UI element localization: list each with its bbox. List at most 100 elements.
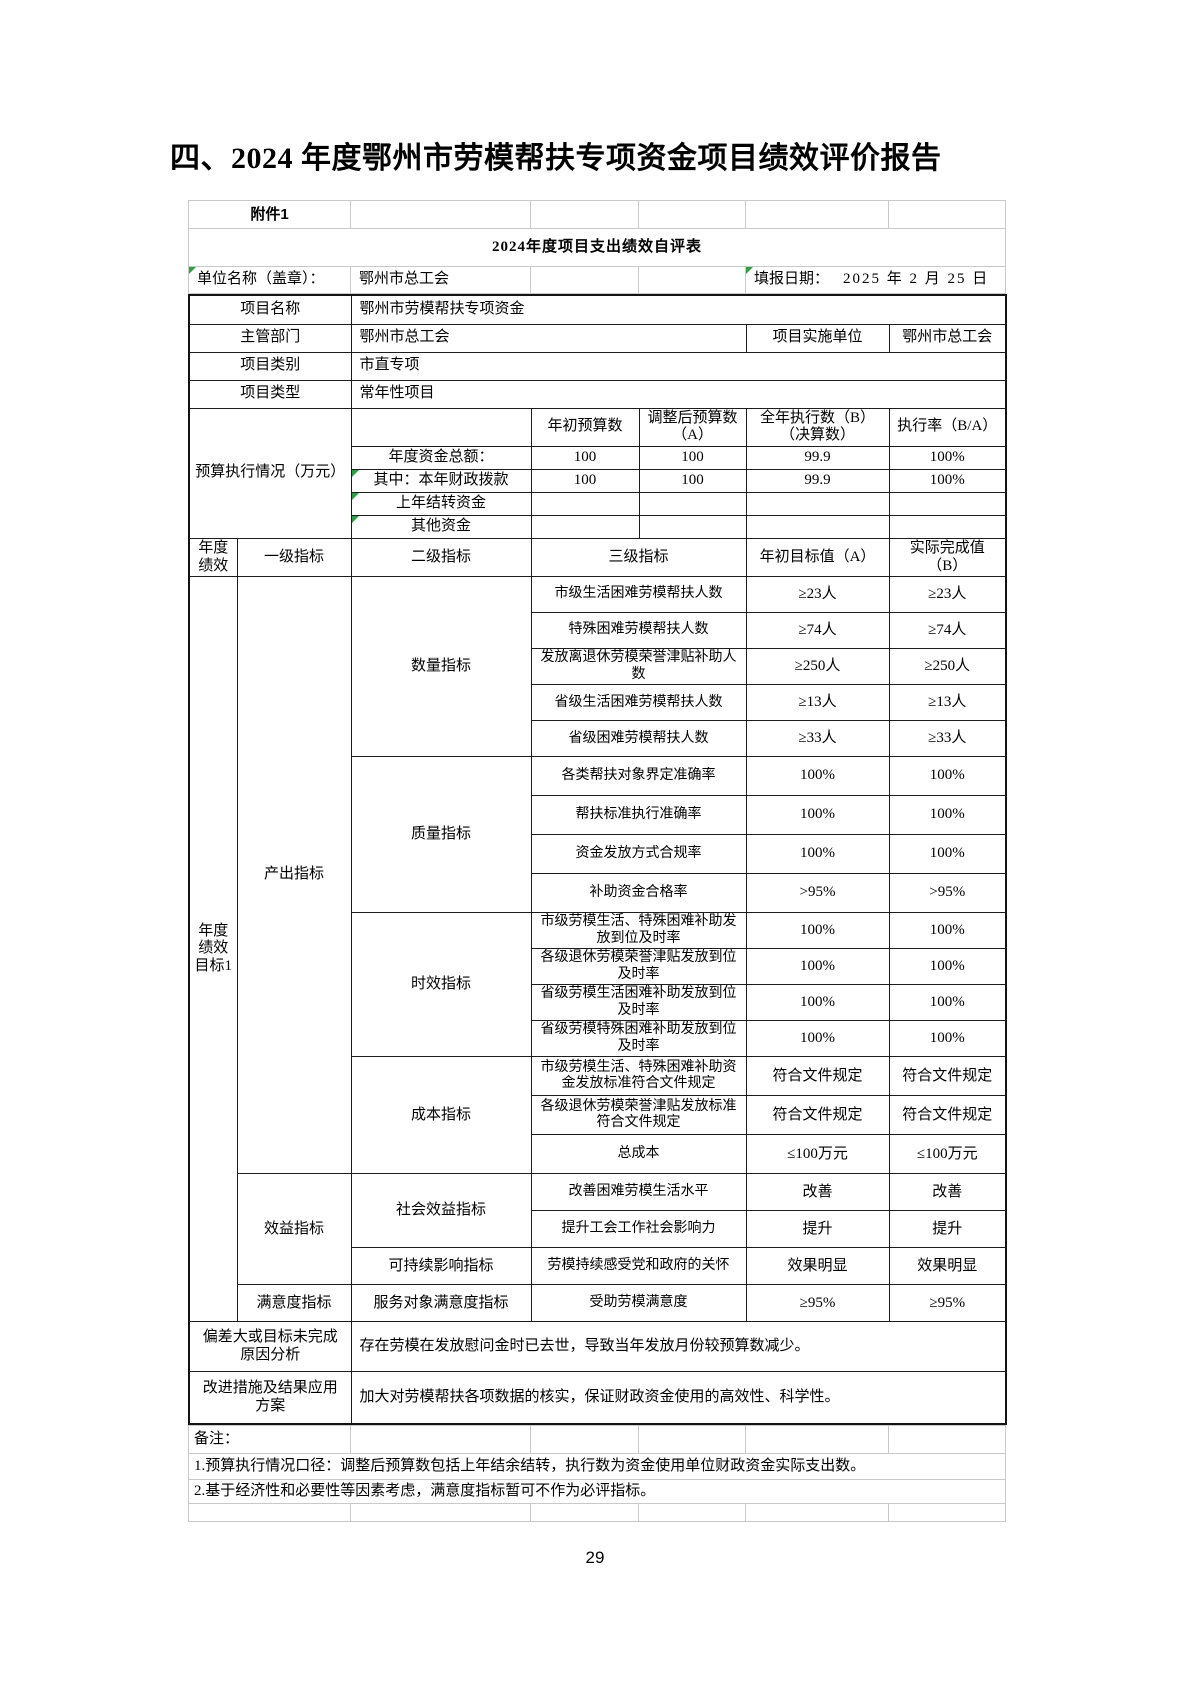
target-cell: ≥95%: [745, 1284, 890, 1323]
page-number: 29: [585, 1548, 605, 1567]
perf-row: 年度 绩效 目标1 产出指标 数量指标 市级生活困难劳模帮扶人数 ≥23人 ≥2…: [188, 576, 1007, 1323]
actual-cell: 符合文件规定: [888, 1056, 1007, 1097]
perf-row: 省级困难劳模帮扶人数 ≥33人 ≥33人: [189, 720, 1007, 758]
budget-row: 年度资金总额： 100 100 99.9 100%: [189, 445, 1007, 470]
perf-header-target: 年初目标值（A）: [745, 537, 890, 578]
actual-cell: ≥74人: [888, 612, 1007, 650]
project-name-row: 项目名称 鄂州市劳模帮扶专项资金: [188, 294, 1007, 325]
excel-flag-icon: [189, 267, 196, 274]
l3-cell: 资金发放方式合规率: [530, 834, 747, 875]
actual-cell: 符合文件规定: [888, 1095, 1007, 1136]
perf-row: 质量指标 各类帮扶对象界定准确率 100% 100%: [189, 756, 1007, 914]
l3-cell: 各类帮扶对象界定准确率: [530, 756, 747, 797]
l3-cell: 发放离退休劳模荣誉津贴补助人数: [530, 648, 747, 686]
target-cell: 提升: [745, 1210, 890, 1249]
empty-cell: [888, 1424, 1007, 1454]
actual-cell: ≤100万元: [888, 1134, 1007, 1175]
budget-row: 其他资金: [189, 514, 1007, 539]
report-date-label: 填报日期：: [754, 271, 830, 288]
target-cell: 符合文件规定: [745, 1095, 890, 1136]
l3-cell: 省级困难劳模帮扶人数: [530, 720, 747, 758]
dept-value: 鄂州市总工会: [350, 323, 747, 353]
sheet-title-row: 2024年度项目支出绩效自评表: [188, 228, 1006, 267]
page-title: 四、2024 年度鄂州市劳模帮扶专项资金项目绩效评价报告: [170, 142, 942, 175]
budget-row: 上年结转资金: [189, 491, 1007, 516]
budget-row-label: 其中：本年财政拨款: [350, 468, 532, 493]
budget-row-label: 年度资金总额：: [350, 445, 532, 470]
budget-value: 100%: [888, 445, 1007, 470]
budget-col-rate: 执行率（B/A）: [888, 407, 1007, 447]
report-date: 填报日期： 2025 年 2 月 25 日: [745, 266, 1006, 294]
unit-label: 单位名称（盖章）：: [188, 266, 351, 294]
l2-social: 社会效益指标: [350, 1173, 532, 1249]
remark-row: 备注：: [187, 1424, 1007, 1454]
perf-row: 省级生活困难劳模帮扶人数 ≥13人 ≥13人: [189, 684, 1007, 722]
actual-cell: ≥13人: [888, 684, 1007, 722]
l2-sustain: 可持续影响指标: [350, 1247, 532, 1286]
budget-value: 99.9: [745, 468, 890, 493]
empty-cell: [888, 200, 1006, 229]
l1-output: 产出指标: [236, 576, 352, 1175]
empty-cell: [350, 1424, 532, 1454]
budget-value: [745, 491, 890, 516]
attachment-label: 附件1: [188, 200, 351, 229]
perf-goal-label: 年度 绩效 目标1: [188, 576, 238, 1323]
l3-cell: 提升工会工作社会影响力: [530, 1210, 747, 1249]
budget-row: 其中：本年财政拨款 100 100 99.9 100%: [189, 468, 1007, 493]
budget-section-label: 预算执行情况（万元）: [188, 407, 352, 539]
perf-row: 各级退休劳模荣誉津贴发放到位及时率 100% 100%: [189, 948, 1007, 986]
l1-benefit: 效益指标: [236, 1173, 352, 1286]
l3-cell: 市级劳模生活、特殊困难补助发放到位及时率: [530, 912, 747, 950]
perf-row: 满意度指标 服务对象满意度指标 受助劳模满意度 ≥95% ≥95%: [189, 1284, 1007, 1323]
l1-satisfaction: 满意度指标: [236, 1284, 352, 1323]
perf-row: 效益指标 社会效益指标 改善困难劳模生活水平 改善 改善: [189, 1173, 1007, 1286]
category-label: 项目类别: [188, 351, 352, 381]
deviation-row: 偏差大或目标未完成 原因分析 存在劳模在发放慰问金时已去世，导致当年发放月份较预…: [188, 1321, 1007, 1373]
target-cell: 100%: [745, 1020, 890, 1058]
empty-cell: [638, 200, 746, 229]
improvement-row: 改进措施及结果应用 方案 加大对劳模帮扶各项数据的核实，保证财政资金使用的高效性…: [188, 1371, 1007, 1425]
perf-row: 总成本 ≤100万元 ≤100万元: [189, 1134, 1007, 1175]
target-cell: 100%: [745, 834, 890, 875]
target-cell: ≥74人: [745, 612, 890, 650]
budget-row-label: 其他资金: [350, 514, 532, 539]
l3-cell: 特殊困难劳模帮扶人数: [530, 612, 747, 650]
target-cell: 100%: [745, 912, 890, 950]
l3-cell: 改善困难劳模生活水平: [530, 1173, 747, 1212]
empty-cell: [530, 1424, 640, 1454]
excel-flag-icon: [352, 516, 359, 523]
perf-row: 特殊困难劳模帮扶人数 ≥74人 ≥74人: [189, 612, 1007, 650]
notes-table: 备注： 1.预算执行情况口径：调整后预算数包括上年结余结转，执行数为资金使用单位…: [187, 1424, 1007, 1522]
perf-row: 成本指标 市级劳模生活、特殊困难补助资金发放标准符合文件规定 符合文件规定 符合…: [189, 1056, 1007, 1175]
l2-time: 时效指标: [350, 912, 532, 1058]
dept-label: 主管部门: [188, 323, 352, 353]
perf-header-l1: 一级指标: [236, 537, 352, 578]
actual-cell: 100%: [888, 912, 1007, 950]
budget-value: [745, 514, 890, 539]
target-cell: 100%: [745, 795, 890, 836]
unit-row: 单位名称（盖章）： 鄂州市总工会 填报日期： 2025 年 2 月 25 日: [188, 266, 1006, 294]
target-cell: ≥23人: [745, 576, 890, 614]
l3-cell: 补助资金合格率: [530, 873, 747, 914]
actual-cell: ≥250人: [888, 648, 1007, 686]
empty-cell: [350, 407, 532, 447]
actual-cell: ≥23人: [888, 576, 1007, 614]
l2-cost: 成本指标: [350, 1056, 532, 1175]
empty-cell: [350, 1502, 532, 1522]
budget-col-initial: 年初预算数: [530, 407, 640, 447]
perf-header-row: 年度 绩效 一级指标 二级指标 三级指标 年初目标值（A） 实际完成值 （B）: [188, 537, 1007, 578]
project-name-value: 鄂州市劳模帮扶专项资金: [350, 294, 1007, 325]
target-cell: >95%: [745, 873, 890, 914]
target-cell: 符合文件规定: [745, 1056, 890, 1097]
budget-col-adjusted: 调整后预算数 （A）: [638, 407, 747, 447]
note-line-1: 1.预算执行情况口径：调整后预算数包括上年结余结转，执行数为资金使用单位财政资金…: [187, 1452, 1007, 1480]
l3-cell: 市级生活困难劳模帮扶人数: [530, 576, 747, 614]
actual-cell: 改善: [888, 1173, 1007, 1212]
empty-cell: [745, 1502, 890, 1522]
l3-cell: 受助劳模满意度: [530, 1284, 747, 1323]
budget-value: 100: [530, 468, 640, 493]
actual-cell: 100%: [888, 1020, 1007, 1058]
target-cell: 100%: [745, 756, 890, 797]
dept-row: 主管部门 鄂州市总工会 项目实施单位 鄂州市总工会: [188, 323, 1007, 353]
sheet-header-table: 附件1 2024年度项目支出绩效自评表 单位名称（盖章）： 鄂州市总工会: [188, 200, 1006, 294]
